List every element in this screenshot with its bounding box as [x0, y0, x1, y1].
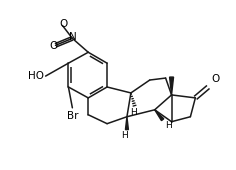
Polygon shape	[155, 110, 164, 121]
Polygon shape	[170, 77, 173, 95]
Text: Br: Br	[67, 111, 78, 121]
Text: O: O	[59, 20, 67, 30]
Text: H: H	[122, 131, 128, 140]
Text: H: H	[166, 121, 172, 130]
Text: O: O	[49, 41, 58, 51]
Polygon shape	[126, 117, 128, 130]
Text: H: H	[131, 108, 137, 117]
Text: HO: HO	[28, 71, 44, 81]
Text: O: O	[211, 74, 219, 84]
Text: N: N	[69, 32, 77, 42]
